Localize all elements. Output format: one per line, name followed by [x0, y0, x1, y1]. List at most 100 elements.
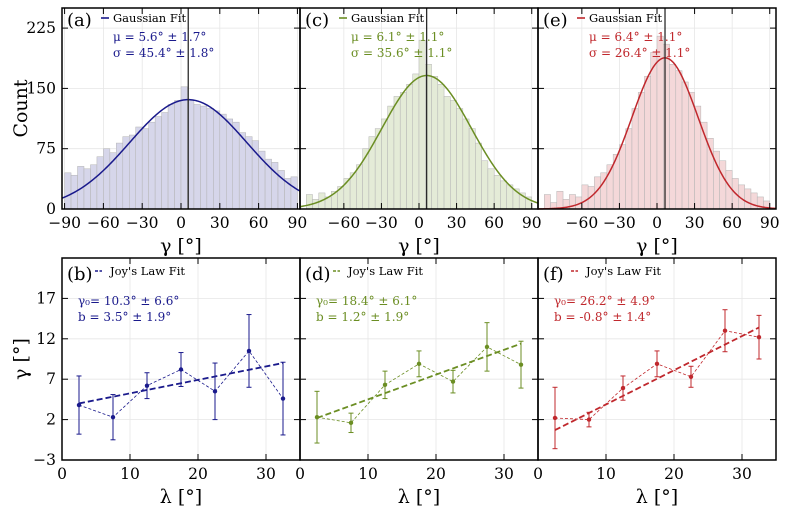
data-point	[382, 382, 388, 388]
histogram-bar	[556, 191, 564, 210]
x-axis-label: λ [°]	[636, 486, 678, 508]
data-point	[110, 414, 116, 420]
x-tick-label: 10	[120, 465, 140, 483]
panel-label: (f)	[543, 264, 564, 285]
histogram-bar	[581, 184, 589, 210]
histogram-bar	[232, 121, 240, 210]
x-tick-label: 0	[414, 214, 424, 232]
gaussian-fit-curve	[537, 57, 777, 210]
y-tick-label: 17	[36, 289, 56, 307]
y-axis-label: Count	[10, 79, 32, 137]
y-tick-label: 12	[36, 330, 56, 348]
x-tick-label: 10	[596, 465, 616, 483]
histogram-bar	[290, 176, 298, 210]
histogram-bar	[688, 92, 695, 210]
histogram-bar	[356, 164, 363, 210]
x-tick-label: 60	[722, 214, 742, 232]
x-axis-label: γ [°]	[398, 235, 440, 257]
x-tick-label: 0	[176, 214, 186, 232]
histogram-bar	[399, 92, 407, 210]
x-tick-label: −60	[327, 214, 360, 232]
histogram-bar	[719, 160, 727, 210]
histogram-bar	[475, 142, 482, 210]
x-tick-label: 30	[494, 465, 514, 483]
histogram-bar	[544, 194, 551, 210]
panel-label: (d)	[305, 264, 331, 285]
x-tick-label: 30	[447, 214, 467, 232]
data-point	[348, 420, 354, 426]
data-point	[280, 396, 286, 401]
legend-label: Joy's Law Fit	[347, 264, 423, 278]
histogram-bar	[625, 128, 633, 210]
legend-label: Joy's Law Fit	[109, 264, 185, 278]
fit-statistic: μ = 5.6° ± 1.7°	[113, 30, 206, 44]
x-tick-label: 90	[522, 214, 542, 232]
histogram-bar	[83, 168, 91, 210]
histogram-bar	[437, 84, 445, 210]
x-tick-label: 30	[256, 465, 276, 483]
x-tick-label: 20	[664, 465, 684, 483]
histogram-bar	[500, 180, 507, 210]
panel-label: (a)	[67, 10, 92, 31]
histogram-bar	[96, 156, 104, 210]
histogram-bar	[462, 118, 470, 210]
histogram-bar	[64, 172, 72, 210]
histogram-bar	[387, 105, 395, 210]
gaussian-fit-curve	[299, 74, 539, 208]
histogram-bar	[103, 148, 111, 210]
x-axis-label: λ [°]	[160, 486, 202, 508]
x-tick-label: 60	[484, 214, 504, 232]
histogram-bar	[412, 73, 420, 210]
histogram-bar	[637, 92, 645, 210]
histogram-bar	[675, 70, 683, 210]
histogram-bar	[174, 100, 182, 210]
data-point	[246, 348, 252, 354]
x-tick-label: 60	[249, 214, 269, 232]
histogram-bar	[226, 118, 233, 210]
histogram-bar	[456, 108, 464, 210]
histogram-bar	[750, 192, 758, 210]
data-point	[552, 415, 558, 421]
histogram-bar	[306, 194, 313, 210]
fit-statistic: μ = 6.4° ± 1.1°	[589, 30, 682, 44]
x-axis-label: λ [°]	[398, 486, 440, 508]
x-tick-label: 30	[210, 214, 230, 232]
x-tick-label: −30	[603, 214, 636, 232]
data-point	[586, 417, 592, 422]
histogram-bar	[141, 128, 149, 210]
histogram-bar	[193, 104, 201, 210]
x-tick-label: 20	[188, 465, 208, 483]
fit-statistic: γ₀= 10.3° ± 6.6°	[78, 294, 179, 308]
plot-frame	[537, 257, 777, 461]
panel-a: Gaussian Fit (a) μ = 5.6° ± 1.7° σ = 45.4° …	[10, 7, 307, 257]
histogram-bar	[129, 134, 136, 210]
histogram-bar	[90, 164, 98, 210]
x-tick-label: 90	[760, 214, 780, 232]
fit-statistic: b = 3.5° ± 1.9°	[78, 310, 171, 324]
histogram-bar	[206, 108, 214, 210]
data-point	[178, 367, 184, 372]
joys-law-fit-line	[78, 362, 284, 405]
panel-b: Joy's Law Fit (b) γ₀= 10.3° ± 6.6° b = 3.5°…	[10, 257, 301, 508]
histogram-bar	[443, 96, 451, 210]
y-tick-label: 75	[36, 140, 56, 158]
histogram-bar	[418, 39, 426, 210]
x-tick-label: 20	[426, 465, 446, 483]
histogram-bar	[744, 188, 752, 210]
histogram-bar	[154, 116, 162, 210]
fit-statistic: b = -0.8° ± 1.4°	[554, 310, 651, 324]
x-tick-label: 0	[652, 214, 662, 232]
histogram-bar	[213, 110, 221, 210]
histogram-bar	[493, 174, 501, 210]
histogram-bar	[167, 104, 175, 210]
histogram-bar	[161, 112, 169, 210]
x-tick-label: 0	[295, 465, 305, 483]
x-tick-label: −30	[126, 214, 159, 232]
histogram-bar	[669, 64, 677, 210]
histogram-bar	[180, 86, 188, 210]
y-tick-label: −3	[33, 451, 56, 469]
data-point	[654, 361, 660, 367]
data-point	[722, 328, 728, 333]
fit-statistic: μ = 6.1° ± 1.1°	[351, 30, 444, 44]
panel-c: Gaussian Fit (c) μ = 6.1° ± 1.1° σ = 35.6° …	[299, 7, 542, 257]
